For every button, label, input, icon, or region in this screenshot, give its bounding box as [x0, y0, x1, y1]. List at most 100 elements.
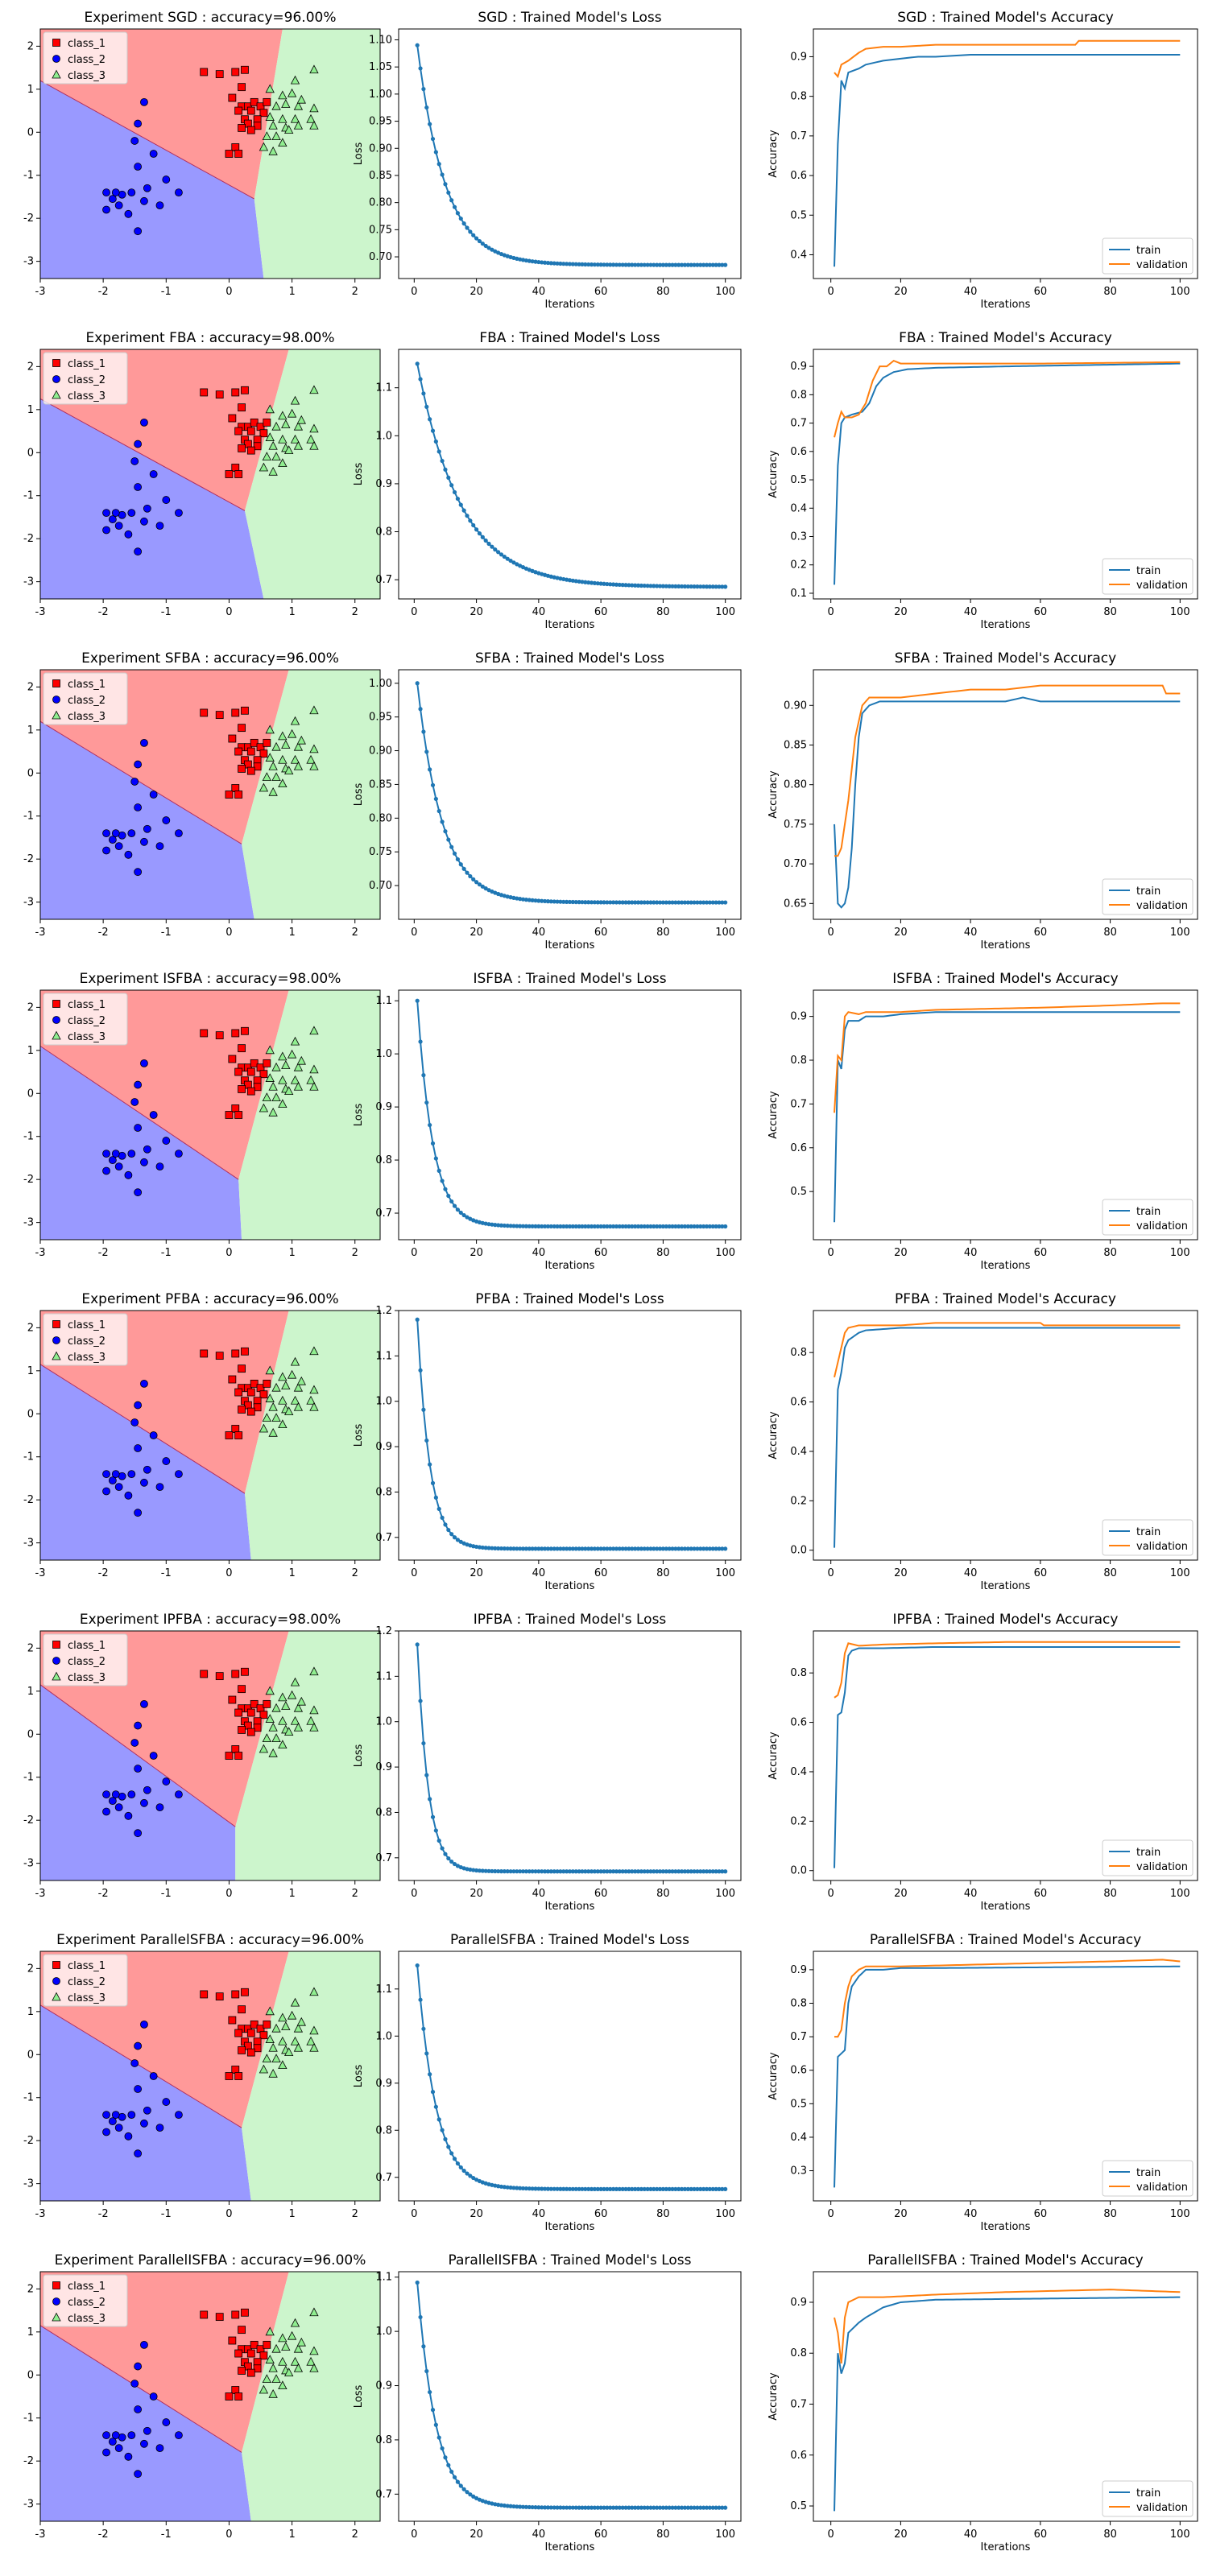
- class-1-point: [263, 1059, 271, 1067]
- class-3-point: [309, 2363, 319, 2372]
- chart-title: PFBA : Trained Model's Accuracy: [895, 1291, 1116, 1307]
- y-axis-label: Accuracy: [767, 1091, 780, 1139]
- class-1-point: [228, 734, 237, 743]
- x-tick-label: 60: [1034, 1888, 1048, 1900]
- x-tick-label: 60: [1034, 1247, 1048, 1259]
- class-3-point: [268, 440, 278, 450]
- class-3-point: [52, 710, 61, 720]
- loss-point: [655, 900, 660, 905]
- loss-point: [577, 1546, 581, 1551]
- class-3-point: [309, 705, 319, 715]
- y-tick-label: 0: [27, 1088, 34, 1100]
- y-tick-label: 0.2: [790, 1815, 807, 1827]
- loss-point: [620, 262, 625, 267]
- loss-point: [614, 2186, 619, 2191]
- loss-point: [490, 2501, 494, 2506]
- loss-point: [627, 1224, 631, 1229]
- loss-point: [639, 262, 643, 267]
- x-tick-label: 100: [1170, 606, 1190, 618]
- loss-point: [667, 2505, 672, 2510]
- class-2-region: [40, 398, 264, 599]
- loss-point: [720, 1224, 725, 1229]
- x-tick-label: 80: [1103, 2529, 1117, 2541]
- loss-point: [717, 584, 722, 589]
- class-3-point: [293, 2343, 304, 2353]
- plot-frame: [39, 28, 381, 279]
- class-1-point: [215, 1031, 224, 1040]
- loss-point: [673, 262, 678, 267]
- legend-box: [43, 31, 128, 85]
- loss-point: [723, 262, 728, 267]
- train-series-line: [834, 696, 1181, 909]
- loss-point: [542, 2505, 548, 2510]
- loss-point: [589, 262, 594, 267]
- legend-label: class_2: [68, 1335, 105, 1348]
- class-2-point: [155, 2124, 164, 2132]
- class-2-point: [134, 440, 143, 448]
- class-1-point: [238, 2046, 246, 2054]
- loss-point: [664, 1546, 668, 1551]
- class-3-point: [284, 2368, 294, 2377]
- x-tick-label: 0: [411, 2529, 417, 2541]
- class-2-point: [143, 1785, 151, 1794]
- x-tick-label: 0: [225, 1567, 232, 1579]
- chart-title: FBA : Trained Model's Accuracy: [899, 330, 1112, 346]
- loss-point: [598, 1869, 603, 1874]
- loss-point: [474, 880, 479, 885]
- class-1-point: [231, 2310, 240, 2319]
- class-2-point: [162, 175, 171, 184]
- class-3-point: [284, 125, 294, 134]
- loss-point: [433, 439, 438, 444]
- x-tick-label: -2: [98, 606, 109, 618]
- loss-point: [415, 998, 420, 1003]
- loss-point: [633, 1224, 638, 1229]
- loss-point: [520, 258, 526, 262]
- class-3-point: [309, 1402, 319, 1411]
- loss-point: [710, 2186, 715, 2191]
- loss-point: [704, 262, 709, 267]
- loss-point: [483, 538, 488, 543]
- loss-point: [558, 261, 563, 266]
- legend-label: class_1: [68, 38, 105, 50]
- x-tick-label: 2: [352, 1888, 358, 1900]
- loss-point: [583, 1869, 588, 1874]
- x-tick-label: 40: [532, 2529, 546, 2541]
- loss-point: [583, 1546, 588, 1551]
- class-2-point: [130, 778, 139, 786]
- class-2-point: [134, 227, 143, 236]
- class-3-point: [262, 772, 271, 782]
- class-1-point: [263, 738, 271, 747]
- loss-point: [630, 2505, 635, 2510]
- loss-point: [515, 256, 519, 261]
- class-3-point: [262, 2054, 271, 2063]
- class-3-point: [268, 120, 278, 130]
- loss-point: [577, 2505, 581, 2510]
- class-2-point: [127, 509, 136, 518]
- class-3-point: [262, 131, 271, 141]
- loss-point: [446, 1856, 451, 1861]
- class-2-point: [140, 738, 148, 747]
- class-2-point: [134, 1509, 143, 1517]
- loss-point: [430, 2090, 436, 2095]
- x-tick-label: 1: [288, 2529, 295, 2541]
- loss-point: [446, 837, 451, 842]
- y-tick-label: 0.6: [790, 2450, 807, 2462]
- x-axis-label: Iterations: [545, 2541, 595, 2553]
- plot-frame: [813, 1630, 1198, 1881]
- class-1-point: [234, 1708, 243, 1717]
- class-1-point: [238, 1685, 246, 1694]
- loss-point: [558, 576, 563, 581]
- x-tick-label: 80: [656, 1247, 670, 1259]
- loss-point: [608, 2505, 613, 2510]
- y-tick-label: 1.0: [375, 1716, 392, 1728]
- class-2-point: [143, 1465, 151, 1474]
- x-tick-label: 100: [1170, 2529, 1190, 2541]
- y-tick-label: 0.8: [790, 1055, 807, 1067]
- loss-point: [555, 1224, 560, 1229]
- class-2-point: [175, 829, 183, 838]
- class-3-point: [281, 419, 291, 428]
- class-2-point: [140, 2119, 148, 2128]
- x-tick-label: 60: [1034, 2208, 1048, 2220]
- x-tick-label: 40: [964, 1888, 978, 1900]
- loss-point: [530, 1224, 535, 1228]
